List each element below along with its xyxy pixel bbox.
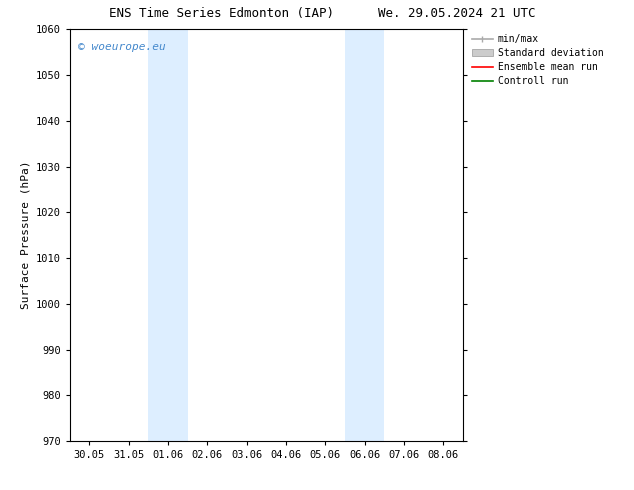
Bar (345, 29, 384, 441)
Y-axis label: Surface Pressure (hPa): Surface Pressure (hPa) (20, 161, 30, 310)
Bar (148, 29, 188, 441)
Text: © woeurope.eu: © woeurope.eu (77, 42, 165, 52)
Text: ENS Time Series Edmonton (IAP): ENS Time Series Edmonton (IAP) (110, 7, 334, 21)
Legend: min/max, Standard deviation, Ensemble mean run, Controll run: min/max, Standard deviation, Ensemble me… (472, 34, 604, 86)
Text: We. 29.05.2024 21 UTC: We. 29.05.2024 21 UTC (378, 7, 535, 21)
